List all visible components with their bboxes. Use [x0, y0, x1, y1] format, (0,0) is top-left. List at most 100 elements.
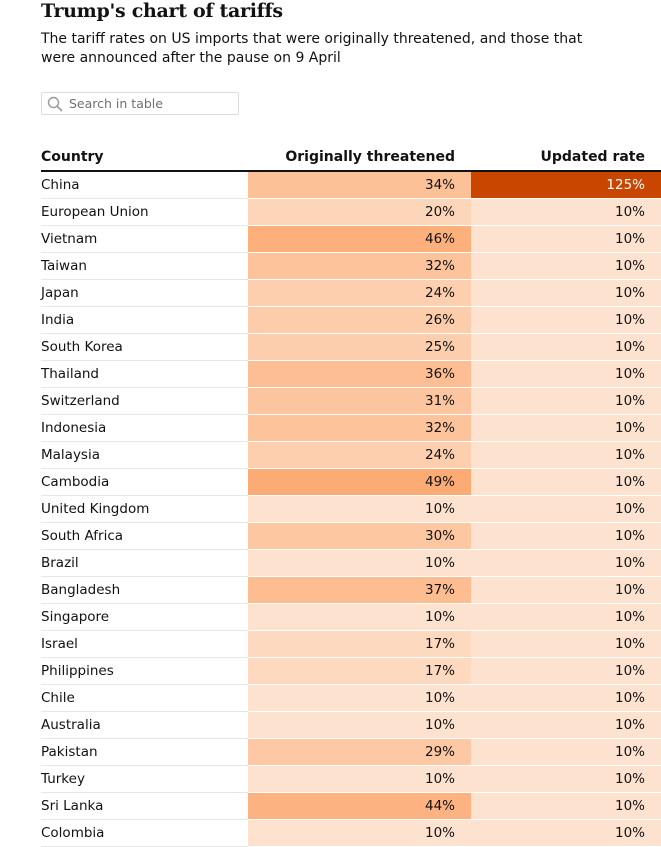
- originally-threatened-cell: 36%: [248, 360, 471, 388]
- table-row: South Africa 30% 10%: [41, 522, 661, 550]
- originally-threatened-cell: 10%: [248, 603, 471, 631]
- table-row: Philippines 17% 10%: [41, 657, 661, 685]
- chart-container: Trump's chart of tariffs The tariff rate…: [41, 0, 661, 847]
- country-cell: Malaysia: [41, 441, 248, 469]
- table-row: China 34% 125%: [41, 171, 661, 199]
- updated-rate-cell: 10%: [471, 387, 661, 415]
- table-row: Colombia 10% 10%: [41, 819, 661, 847]
- updated-rate-cell: 10%: [471, 360, 661, 388]
- table-row: Switzerland 31% 10%: [41, 387, 661, 415]
- chart-subtitle: The tariff rates on US imports that were…: [41, 31, 583, 66]
- table-header-row: Country Originally threatened Updated ra…: [41, 144, 661, 172]
- country-cell: Japan: [41, 279, 248, 307]
- table-row: Sri Lanka 44% 10%: [41, 792, 661, 820]
- updated-rate-cell: 10%: [471, 630, 661, 658]
- originally-threatened-cell: 10%: [248, 711, 471, 739]
- originally-threatened-cell: 26%: [248, 306, 471, 334]
- table-row: Cambodia 49% 10%: [41, 468, 661, 496]
- originally-threatened-cell: 31%: [248, 387, 471, 415]
- country-cell: Chile: [41, 684, 248, 712]
- table-row: Brazil 10% 10%: [41, 549, 661, 577]
- table-body: China 34% 125% European Union 20% 10% Vietnam 4…: [41, 171, 661, 847]
- table-row: Singapore 10% 10%: [41, 603, 661, 631]
- tariff-table: Country Originally threatened Updated ra…: [41, 144, 661, 847]
- table-row: Australia 10% 10%: [41, 711, 661, 739]
- search-input[interactable]: [69, 96, 229, 111]
- table-row: India 26% 10%: [41, 306, 661, 334]
- chart-title: Trump's chart of tariffs: [41, 0, 283, 22]
- originally-threatened-cell: 46%: [248, 225, 471, 253]
- table-row: Japan 24% 10%: [41, 279, 661, 307]
- country-cell: Turkey: [41, 765, 248, 793]
- updated-rate-cell: 10%: [471, 441, 661, 469]
- column-header-country[interactable]: Country: [41, 144, 248, 172]
- originally-threatened-cell: 24%: [248, 441, 471, 469]
- updated-rate-cell: 10%: [471, 792, 661, 820]
- originally-threatened-cell: 29%: [248, 738, 471, 766]
- table-search[interactable]: [41, 92, 239, 115]
- updated-rate-cell: 10%: [471, 306, 661, 334]
- originally-threatened-cell: 10%: [248, 549, 471, 577]
- updated-rate-cell: 10%: [471, 819, 661, 847]
- originally-threatened-cell: 49%: [248, 468, 471, 496]
- country-cell: Israel: [41, 630, 248, 658]
- updated-rate-cell: 10%: [471, 657, 661, 685]
- originally-threatened-cell: 17%: [248, 630, 471, 658]
- originally-threatened-cell: 10%: [248, 495, 471, 523]
- country-cell: Pakistan: [41, 738, 248, 766]
- table-row: Bangladesh 37% 10%: [41, 576, 661, 604]
- originally-threatened-cell: 10%: [248, 684, 471, 712]
- table-row: United Kingdom 10% 10%: [41, 495, 661, 523]
- country-cell: United Kingdom: [41, 495, 248, 523]
- country-cell: South Africa: [41, 522, 248, 550]
- updated-rate-cell: 125%: [471, 171, 661, 199]
- originally-threatened-cell: 24%: [248, 279, 471, 307]
- originally-threatened-cell: 32%: [248, 252, 471, 280]
- updated-rate-cell: 10%: [471, 576, 661, 604]
- originally-threatened-cell: 44%: [248, 792, 471, 820]
- country-cell: Indonesia: [41, 414, 248, 442]
- table-row: Thailand 36% 10%: [41, 360, 661, 388]
- country-cell: China: [41, 171, 248, 199]
- table-row: Israel 17% 10%: [41, 630, 661, 658]
- table-row: European Union 20% 10%: [41, 198, 661, 226]
- country-cell: Australia: [41, 711, 248, 739]
- table-row: Indonesia 32% 10%: [41, 414, 661, 442]
- country-cell: Sri Lanka: [41, 792, 248, 820]
- updated-rate-cell: 10%: [471, 711, 661, 739]
- country-cell: Vietnam: [41, 225, 248, 253]
- updated-rate-cell: 10%: [471, 522, 661, 550]
- country-cell: Cambodia: [41, 468, 248, 496]
- table-row: Vietnam 46% 10%: [41, 225, 661, 253]
- country-cell: Taiwan: [41, 252, 248, 280]
- country-cell: Thailand: [41, 360, 248, 388]
- country-cell: Philippines: [41, 657, 248, 685]
- updated-rate-cell: 10%: [471, 549, 661, 577]
- updated-rate-cell: 10%: [471, 684, 661, 712]
- country-cell: Brazil: [41, 549, 248, 577]
- originally-threatened-cell: 32%: [248, 414, 471, 442]
- originally-threatened-cell: 10%: [248, 819, 471, 847]
- column-header-originally-threatened[interactable]: Originally threatened: [248, 144, 471, 172]
- table-row: South Korea 25% 10%: [41, 333, 661, 361]
- originally-threatened-cell: 17%: [248, 657, 471, 685]
- table-row: Chile 10% 10%: [41, 684, 661, 712]
- column-header-updated-rate[interactable]: Updated rate: [471, 144, 661, 172]
- search-icon: [47, 96, 63, 111]
- country-cell: Bangladesh: [41, 576, 248, 604]
- country-cell: European Union: [41, 198, 248, 226]
- country-cell: Colombia: [41, 819, 248, 847]
- originally-threatened-cell: 34%: [248, 171, 471, 199]
- table-row: Pakistan 29% 10%: [41, 738, 661, 766]
- country-cell: Singapore: [41, 603, 248, 631]
- updated-rate-cell: 10%: [471, 738, 661, 766]
- originally-threatened-cell: 10%: [248, 765, 471, 793]
- country-cell: Switzerland: [41, 387, 248, 415]
- originally-threatened-cell: 20%: [248, 198, 471, 226]
- updated-rate-cell: 10%: [471, 414, 661, 442]
- updated-rate-cell: 10%: [471, 495, 661, 523]
- updated-rate-cell: 10%: [471, 603, 661, 631]
- updated-rate-cell: 10%: [471, 252, 661, 280]
- updated-rate-cell: 10%: [471, 279, 661, 307]
- originally-threatened-cell: 30%: [248, 522, 471, 550]
